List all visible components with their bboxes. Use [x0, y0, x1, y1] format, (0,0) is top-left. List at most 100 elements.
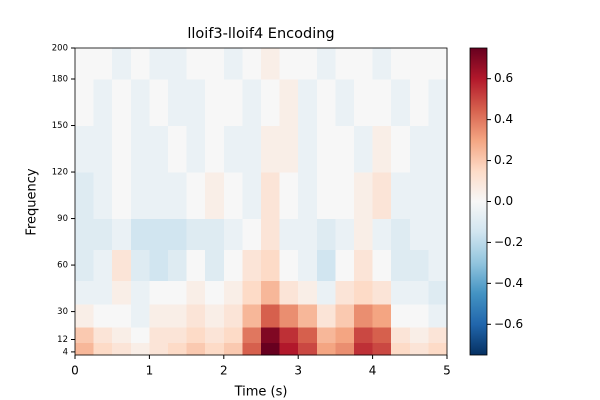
heatmap-cell [372, 342, 392, 356]
heatmap-cell [93, 249, 113, 282]
heatmap-cell [279, 280, 299, 305]
heatmap-cell [261, 249, 281, 282]
heatmap-cell [298, 303, 318, 328]
heatmap-cell [354, 172, 374, 220]
plot-frame [74, 47, 448, 356]
heatmap-cell [186, 280, 206, 305]
heatmap-cell [112, 327, 132, 344]
heatmap-cell [335, 125, 355, 173]
heatmap-cell [130, 125, 150, 173]
heatmap-cell [298, 125, 318, 173]
heatmap-cell [149, 303, 169, 328]
heatmap-cell [354, 79, 374, 127]
heatmap-cell [186, 342, 206, 356]
heatmap-cell [75, 125, 95, 173]
heatmap-cell [186, 218, 206, 251]
y-tick-label: 150 [52, 121, 68, 131]
heatmap-cell [409, 48, 429, 80]
heatmap-cell [335, 342, 355, 356]
heatmap-cell [130, 48, 150, 80]
heatmap-cell [205, 48, 225, 80]
heatmap-cell [372, 303, 392, 328]
heatmap-cell [261, 172, 281, 220]
heatmap-cell [130, 249, 150, 282]
colorbar-tick-label: −0.2 [494, 235, 523, 249]
heatmap-cell [242, 79, 262, 127]
heatmap-cell [428, 125, 448, 173]
heatmap-cell [223, 342, 243, 356]
heatmap-cell [168, 342, 188, 356]
heatmap-cell [223, 79, 243, 127]
heatmap-cell [409, 342, 429, 356]
heatmap-cell [242, 172, 262, 220]
heatmap-cell [391, 79, 411, 127]
heatmap-cell [409, 249, 429, 282]
heatmap-cell [75, 280, 95, 305]
heatmap-cell [149, 280, 169, 305]
heatmap-cell [205, 303, 225, 328]
heatmap-cell [391, 218, 411, 251]
heatmap-cell [409, 303, 429, 328]
heatmap-cell [149, 125, 169, 173]
heatmap-cell [112, 303, 132, 328]
heatmap-cell [130, 79, 150, 127]
heatmap-cell [223, 303, 243, 328]
heatmap-cell [354, 280, 374, 305]
heatmap-cell [409, 327, 429, 344]
heatmap-cell [279, 249, 299, 282]
heatmap-cell [93, 218, 113, 251]
heatmap-cell [205, 249, 225, 282]
y-tick-label: 12 [57, 335, 68, 345]
heatmap-cell [112, 342, 132, 356]
heatmap-cell [298, 79, 318, 127]
heatmap-cell [298, 249, 318, 282]
heatmap-cell [428, 79, 448, 127]
heatmap-cell [149, 172, 169, 220]
heatmap-cell [428, 327, 448, 344]
y-axis-label: Frequency [25, 168, 40, 235]
heatmap-cell [279, 125, 299, 173]
heatmap-cell [428, 172, 448, 220]
heatmap-cell [149, 342, 169, 356]
heatmap-cell [112, 125, 132, 173]
heatmap-cell [298, 327, 318, 344]
colorbar-tick-label: 0.2 [494, 153, 513, 167]
heatmap-cell [186, 48, 206, 80]
heatmap-cell [168, 218, 188, 251]
heatmap-cell [316, 280, 336, 305]
heatmap-cell [242, 280, 262, 305]
heatmap-cell [242, 249, 262, 282]
heatmap-cell [391, 48, 411, 80]
heatmap-cell [168, 79, 188, 127]
heatmap-cell [168, 303, 188, 328]
heatmap-cell [75, 79, 95, 127]
heatmap-cell [428, 249, 448, 282]
heatmap-cell [391, 280, 411, 305]
heatmap-cell [316, 125, 336, 173]
heatmap-cell [316, 172, 336, 220]
heatmap-cell [130, 280, 150, 305]
y-tick-label: 30 [57, 307, 68, 317]
heatmap-cell [168, 125, 188, 173]
heatmap-cell [354, 48, 374, 80]
heatmap-cell [279, 48, 299, 80]
heatmap-cell [261, 327, 281, 344]
heatmap-cell [279, 218, 299, 251]
heatmap-cell [75, 48, 95, 80]
y-tick-label: 4 [63, 347, 68, 357]
heatmap-cell [149, 218, 169, 251]
heatmap-cell [372, 218, 392, 251]
y-tick-label: 200 [52, 44, 68, 54]
heatmap-cell [279, 327, 299, 344]
colorbar [469, 47, 488, 356]
heatmap-cell [242, 303, 262, 328]
heatmap-cell [149, 79, 169, 127]
heatmap-cell [223, 249, 243, 282]
heatmap-cell [130, 342, 150, 356]
heatmap-cell [428, 218, 448, 251]
heatmap-cell [409, 79, 429, 127]
heatmap-cell [335, 280, 355, 305]
y-tick-label: 180 [52, 75, 68, 85]
heatmap-cell [149, 48, 169, 80]
